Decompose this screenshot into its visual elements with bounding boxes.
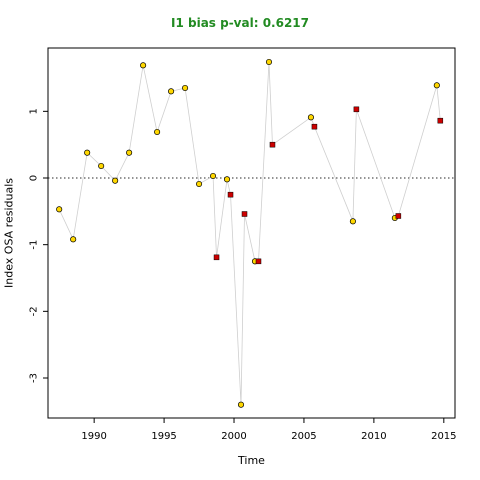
square-point <box>437 117 444 124</box>
circle-point <box>168 88 175 95</box>
connector-layer <box>58 61 441 405</box>
circle-point <box>70 236 77 243</box>
residual-connector-line <box>58 61 441 405</box>
circle-point <box>223 176 231 183</box>
plot-frame <box>47 47 456 419</box>
square-point <box>353 106 360 113</box>
circle-point <box>84 149 91 156</box>
circle-point <box>112 177 119 184</box>
y-tick-label: 1 <box>29 108 40 114</box>
y-tick-label: -2 <box>29 306 40 316</box>
y-tick-label: 0 <box>29 175 40 181</box>
circle-point <box>182 84 189 92</box>
circle-point <box>237 401 245 408</box>
circle-point <box>196 180 203 188</box>
square-point <box>213 254 220 261</box>
x-tick-label: 2015 <box>431 431 456 442</box>
points-layer <box>56 58 444 408</box>
square-point <box>269 141 276 148</box>
square-point <box>241 211 248 217</box>
square-point <box>311 123 318 130</box>
y-tick-label: -1 <box>29 240 40 250</box>
circle-point <box>433 82 440 89</box>
x-tick-label: 1995 <box>151 431 176 442</box>
axes-layer: 1990 1995 2000 2005 2010 2015 -3 -2 -1 0 1 <box>29 108 457 442</box>
circle-point <box>265 58 273 66</box>
square-point <box>255 258 262 265</box>
circle-point <box>154 128 161 136</box>
x-tick-label: 1990 <box>81 431 106 442</box>
circle-point <box>209 172 217 180</box>
y-tick-label: -3 <box>29 373 40 383</box>
circle-point <box>126 149 133 156</box>
circle-point <box>56 206 63 213</box>
square-point <box>227 191 234 198</box>
chart-title: I1 bias p-val: 0.6217 <box>171 16 309 30</box>
circle-point <box>98 162 105 170</box>
x-tick-label: 2000 <box>221 431 246 442</box>
x-tick-label: 2010 <box>361 431 386 442</box>
x-axis-label: Time <box>238 454 265 467</box>
circle-point <box>140 62 147 69</box>
circle-point <box>307 114 314 121</box>
x-tick-label: 2005 <box>291 431 316 442</box>
square-point <box>395 213 402 219</box>
circle-point <box>349 218 356 225</box>
